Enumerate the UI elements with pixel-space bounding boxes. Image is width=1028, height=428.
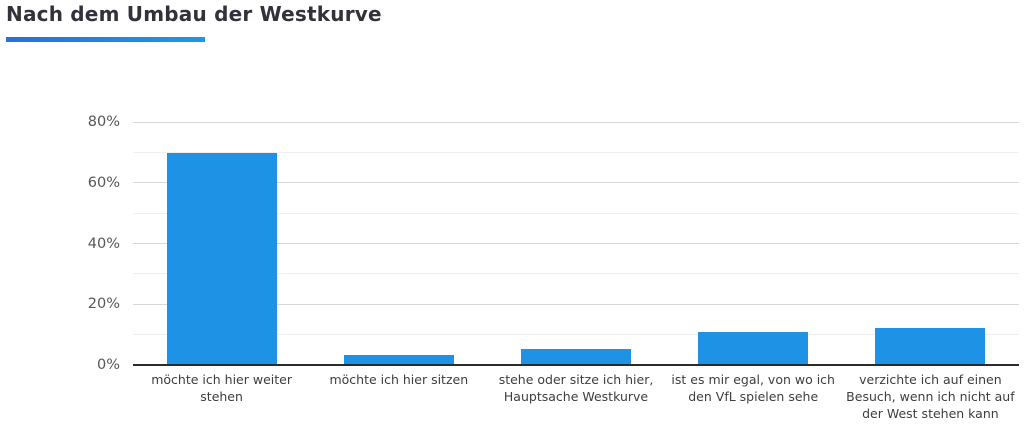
title-underline-accent [6,37,205,42]
gridline-60 [133,182,1019,184]
bar-5[interactable] [875,327,986,364]
gridline-30 [133,273,1019,275]
plot-area [133,121,1019,366]
y-tick-label-0: 0% [96,357,120,373]
x-axis-labels: möchte ich hier weiter stehen möchte ich … [133,371,1019,422]
gridline-50 [133,212,1019,214]
bar-1[interactable] [166,152,277,364]
page-title: Nach dem Umbau der Westkurve [6,2,382,26]
y-tick-label-40: 40% [87,235,120,252]
x-axis-line [133,364,1019,366]
y-tick-label-20: 20% [87,296,120,313]
y-axis-labels: 0% 20% 40% 60% 80% [0,114,120,373]
gridline-70 [133,151,1019,153]
gridline-40 [133,243,1019,244]
x-category-label-1: möchte ich hier weiter stehen [151,372,292,404]
bar-4[interactable] [698,332,809,364]
gridline-80 [133,121,1019,123]
gridline-10 [133,334,1019,336]
x-category-label-4: ist es mir egal, von wo ich den VfL spie… [671,372,835,404]
x-category-label-2: möchte ich hier sitzen [329,372,469,387]
gridline-20 [133,303,1019,305]
y-tick-label-60: 60% [87,174,120,191]
bar-3[interactable] [521,348,631,364]
bar-2[interactable] [343,354,454,364]
y-tick-label-80: 80% [87,114,120,130]
x-category-label-5: verzichte ich auf einen Besuch, wenn ich… [846,372,1015,421]
x-category-label-3: stehe oder sitze ich hier, Hauptsache We… [498,372,654,404]
